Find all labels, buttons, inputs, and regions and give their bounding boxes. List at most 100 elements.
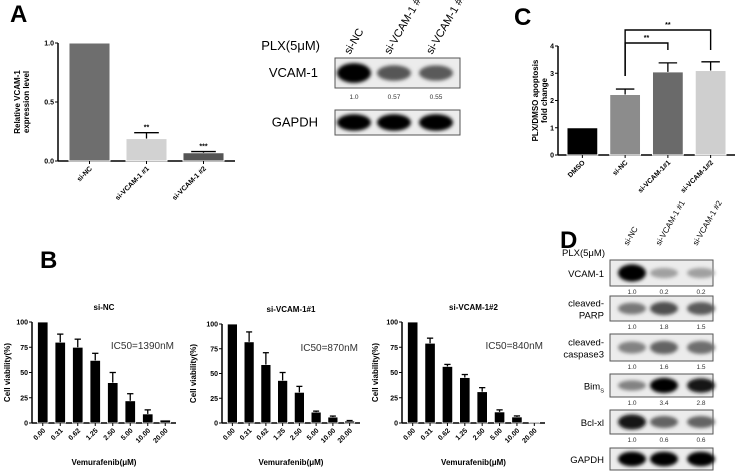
- protein-band: [618, 341, 646, 354]
- bar: [182, 152, 225, 162]
- blot-row-label: GAPDH: [570, 455, 604, 466]
- significance-label: **: [644, 35, 650, 42]
- significance-bracket: [624, 42, 669, 76]
- lane-label: si-NC: [622, 225, 640, 247]
- bar: [609, 94, 642, 156]
- protein-band: [337, 63, 371, 83]
- bar-chart-si-vcam-1-1: 0 25 50 75 100 0.00 0.31 0.62 1.25 2.50 5.00 10.00 2…: [189, 305, 360, 467]
- bar: [159, 419, 171, 424]
- quantification-value: 0.6: [696, 437, 705, 444]
- blot-row-label-line2: caspase3: [563, 350, 604, 361]
- protein-band: [618, 451, 646, 467]
- quantification-value: 0.6: [659, 437, 668, 444]
- bar: [124, 400, 136, 424]
- protein-band: [687, 302, 715, 315]
- y-tick-label: 1: [550, 125, 554, 132]
- y-axis-label: PLX/DMSO apoptosis: [531, 59, 540, 141]
- chart-title: si-NC: [94, 303, 115, 312]
- protein-band: [687, 451, 715, 467]
- y-tick-label: 75: [210, 346, 218, 353]
- y-tick-label: 25: [390, 395, 398, 402]
- protein-name: GAPDH: [570, 455, 604, 466]
- x-tick-label: 10.00: [135, 427, 152, 444]
- x-tick-label: 1.25: [455, 427, 470, 442]
- protein-band: [650, 340, 678, 355]
- y-axis-label: expression level: [22, 71, 31, 133]
- y-axis-label: Relative VCAM-1: [13, 70, 22, 134]
- protein-band: [687, 341, 715, 354]
- protein-name: cleaved-: [568, 338, 604, 349]
- bar: [107, 382, 119, 424]
- bar: [260, 364, 272, 424]
- protein-band: [618, 302, 646, 315]
- bar: [441, 366, 454, 424]
- x-tick-label: 5.00: [489, 427, 504, 442]
- protein-band: [618, 264, 646, 282]
- y-tick-label: 50: [210, 371, 218, 378]
- bar-chart-si-vcam-1-2: 0 25 50 75 100 0.00 0.31 0.62 1.25 2.50 5.00 10.00 2…: [371, 303, 545, 467]
- protein-band: [377, 65, 411, 81]
- protein-band: [650, 451, 678, 467]
- quantification-value: 0.2: [696, 289, 705, 296]
- quantification-value: 1.5: [696, 364, 705, 371]
- lane-label: si-VCAM-1 #2: [691, 199, 724, 247]
- bar: [476, 391, 488, 424]
- bar: [142, 413, 154, 424]
- x-tick-label: 0.62: [437, 427, 452, 442]
- panel-label-c: C: [514, 4, 531, 31]
- protein-band: [337, 114, 371, 131]
- bar: [493, 411, 506, 424]
- x-tick-label: 20.00: [152, 427, 169, 444]
- lane-label: si-VCAM-1 #1: [654, 199, 687, 247]
- significance-label: **: [144, 125, 150, 132]
- protein-band: [687, 378, 715, 393]
- y-tick-label: 100: [16, 320, 28, 327]
- bar: [566, 127, 599, 156]
- y-tick-label: 0.0: [44, 159, 54, 166]
- x-axis-label: Vemurafenib(μM): [72, 458, 137, 467]
- x-tick-label: 0.62: [68, 427, 83, 442]
- treatment-label: PLX(5μM): [562, 248, 605, 259]
- x-tick-label: si-VCAM-1 #2: [171, 165, 208, 202]
- y-tick-label: 50: [20, 370, 28, 377]
- y-tick-label: 25: [20, 395, 28, 402]
- significance-bracket: [624, 29, 712, 76]
- y-tick-label: 0: [24, 421, 28, 428]
- x-tick-label: 1.25: [272, 427, 287, 442]
- bar-chart-a: 0.0 0.5 1.0 si-NC ** si-VCAM-1 #1 *** si-VCAM-1…: [13, 41, 235, 202]
- x-tick-label: si-VCAM-1 #1: [114, 165, 151, 202]
- blot-a: PLX(5μM) si-NC si-VCAM-1 #1si-VCAM-1 #2 VCA…: [261, 0, 469, 136]
- y-tick-label: 50: [390, 370, 398, 377]
- x-tick-label: 0.31: [50, 427, 65, 442]
- lane-label: si-NC: [342, 27, 366, 57]
- panel-label-b: B: [40, 247, 57, 274]
- blot-row-label: BimS: [584, 382, 604, 395]
- treatment-label: PLX(5μM): [261, 38, 320, 53]
- quantification-value: 1.0: [627, 364, 636, 371]
- x-tick-label: si-VCAM-1#1: [637, 159, 672, 194]
- y-axis-label: fold change: [540, 78, 549, 123]
- protein-name: VCAM-1: [269, 65, 318, 80]
- y-axis-label: Cell viability(%): [189, 344, 198, 403]
- protein-name: cleaved-: [568, 299, 604, 310]
- chart-title: si-VCAM-1#2: [449, 303, 498, 312]
- protein-band: [618, 414, 646, 430]
- x-tick-label: 5.00: [120, 427, 135, 442]
- x-tick-label: 1.25: [85, 427, 100, 442]
- blot-d: PLX(5μM) si-NC si-VCAM-1 #1 si-VCAM-1 #2 VCA…: [562, 199, 724, 471]
- protein-name: VCAM-1: [568, 269, 604, 280]
- protein-band: [377, 114, 411, 131]
- protein-name: Bcl-xl: [581, 418, 604, 429]
- x-tick-label: 0.00: [403, 427, 418, 442]
- bar: [37, 321, 49, 424]
- y-tick-label: 0: [214, 421, 218, 428]
- protein-band: [650, 416, 678, 428]
- protein-name: GAPDH: [272, 115, 318, 130]
- y-tick-label: 100: [386, 320, 398, 327]
- x-tick-label: DMSO: [567, 159, 587, 179]
- significance-label: ***: [199, 144, 207, 151]
- bar: [226, 323, 238, 424]
- bar: [528, 421, 540, 424]
